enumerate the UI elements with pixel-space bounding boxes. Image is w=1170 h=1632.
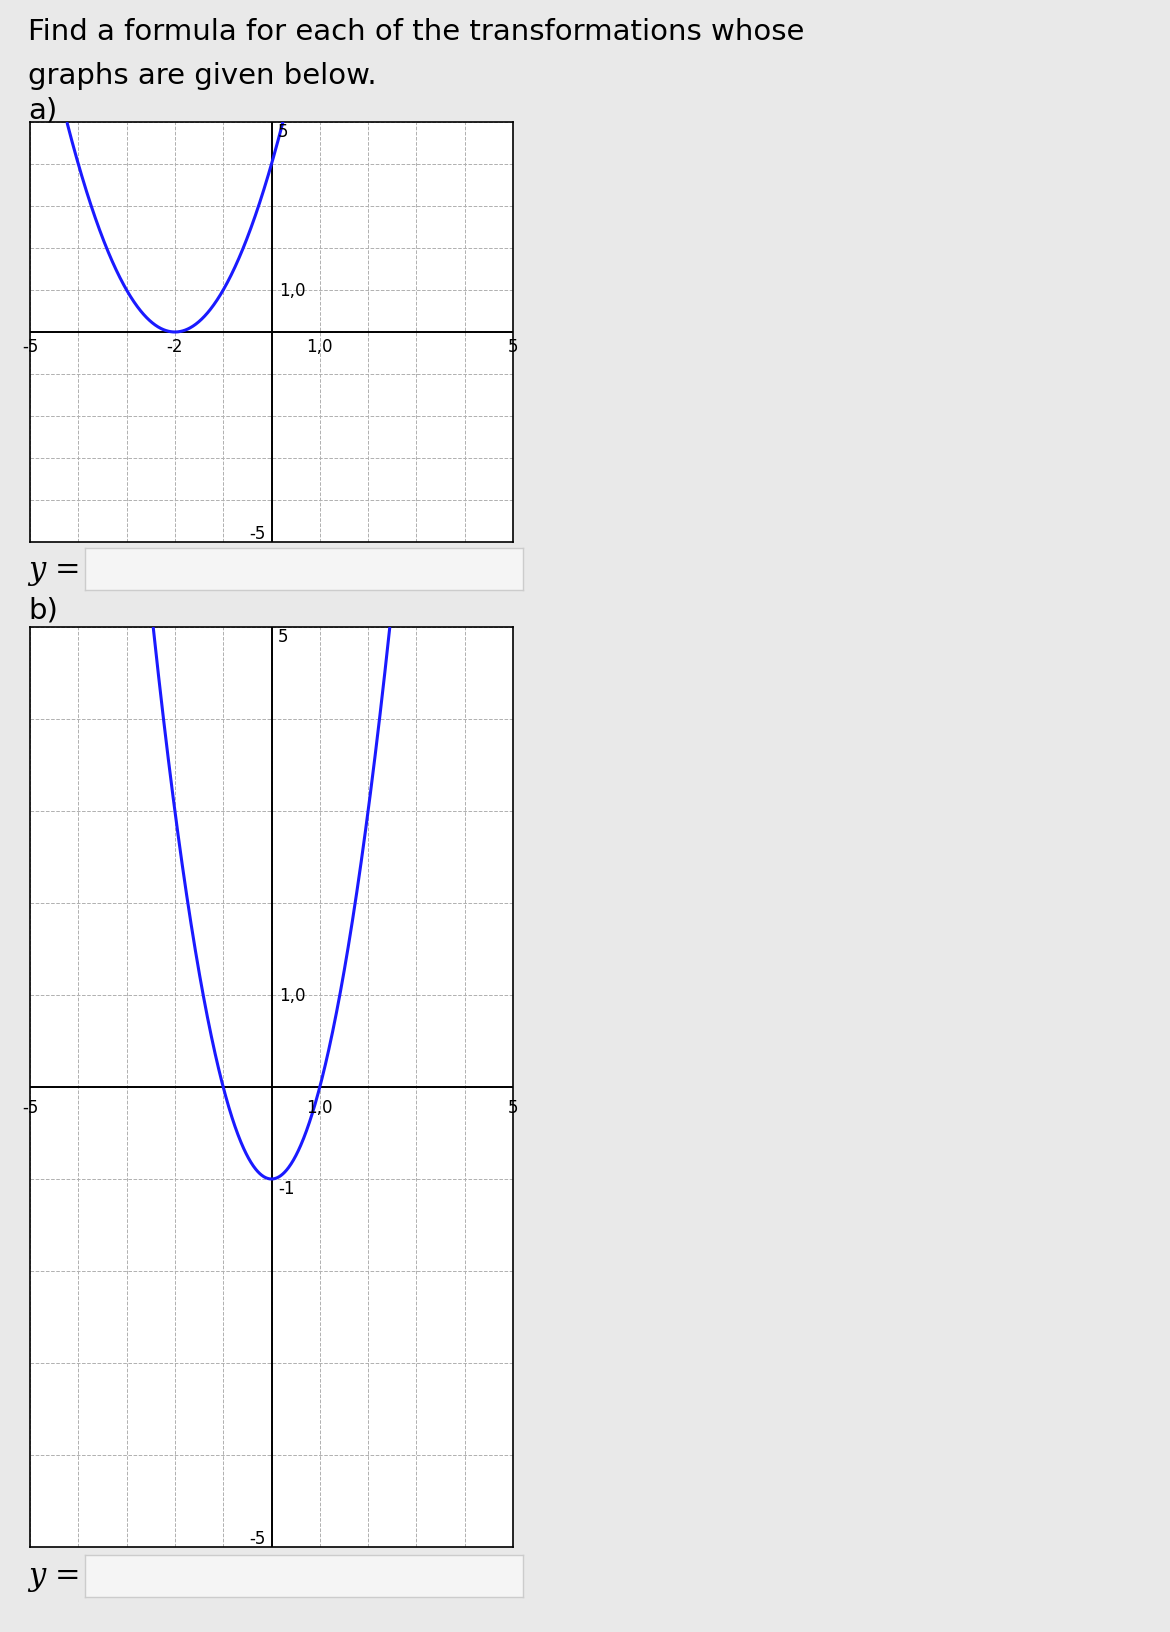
Text: -2: -2	[166, 338, 184, 356]
Text: 1,0: 1,0	[278, 282, 305, 300]
Text: y =: y =	[28, 1560, 81, 1591]
Text: 1,0: 1,0	[307, 338, 333, 356]
Text: a): a)	[28, 96, 57, 126]
Text: 5: 5	[277, 628, 288, 646]
Text: -5: -5	[22, 338, 39, 356]
Text: graphs are given below.: graphs are given below.	[28, 62, 377, 90]
Text: b): b)	[28, 597, 57, 625]
Text: 5: 5	[508, 1098, 518, 1116]
Text: y =: y =	[28, 555, 81, 586]
Text: -5: -5	[249, 1529, 266, 1547]
Text: -5: -5	[249, 524, 266, 543]
Text: 1,0: 1,0	[278, 986, 305, 1004]
Text: -5: -5	[22, 1098, 39, 1116]
Text: 1,0: 1,0	[307, 1098, 333, 1116]
Text: 5: 5	[508, 338, 518, 356]
Text: Find a formula for each of the transformations whose: Find a formula for each of the transform…	[28, 18, 805, 46]
Text: -1: -1	[278, 1180, 295, 1198]
Text: 5: 5	[277, 122, 288, 140]
